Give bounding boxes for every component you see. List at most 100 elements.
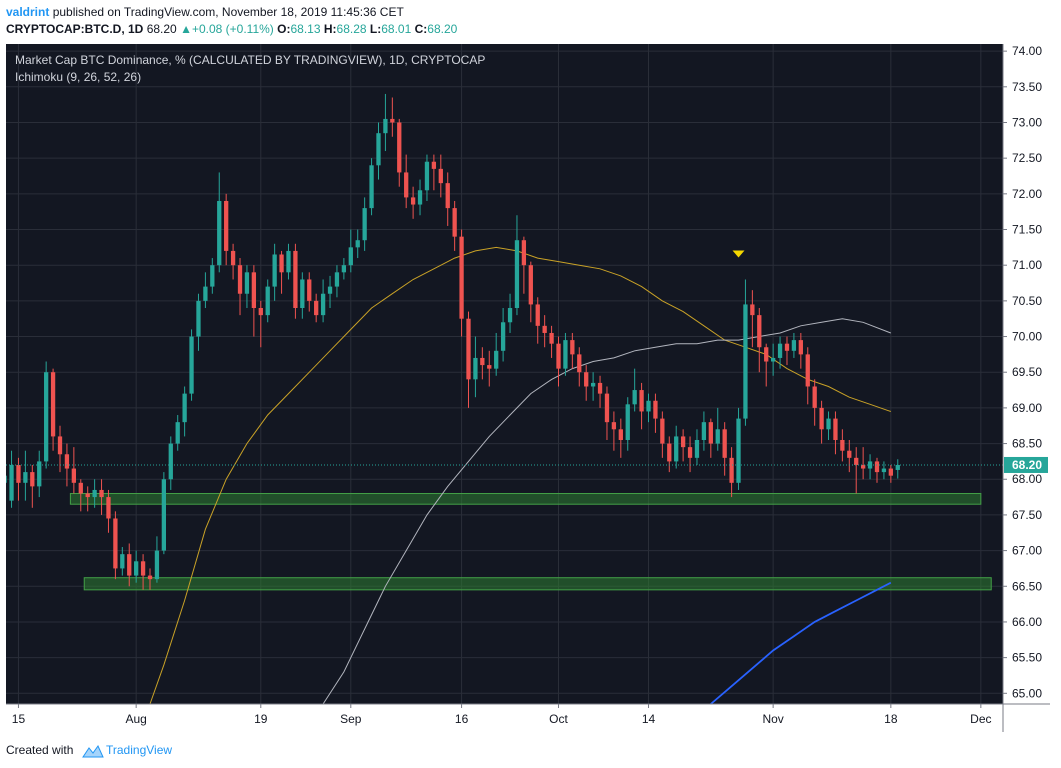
candle-body[interactable] [327, 286, 333, 294]
candle-body[interactable] [99, 489, 104, 498]
candle-body[interactable] [618, 429, 623, 440]
candle-body[interactable] [390, 118, 395, 123]
candle-body[interactable] [355, 240, 360, 248]
candle-body[interactable] [549, 332, 554, 344]
support-zone-2[interactable] [83, 577, 992, 591]
candle-body[interactable] [500, 322, 506, 351]
candle-body[interactable] [597, 382, 603, 394]
candle-body[interactable] [729, 457, 734, 483]
candle-body[interactable] [743, 304, 748, 419]
candle-body[interactable] [113, 518, 118, 569]
candle-body[interactable] [632, 390, 637, 405]
candle-body[interactable] [770, 357, 776, 362]
candle-body[interactable] [64, 454, 70, 469]
candle-body[interactable] [584, 372, 589, 387]
candle-body[interactable] [85, 493, 90, 498]
candle-body[interactable] [722, 429, 727, 458]
candle-body[interactable] [646, 400, 651, 412]
candle-body[interactable] [625, 404, 630, 440]
candle-body[interactable] [341, 265, 347, 273]
candle-body[interactable] [466, 318, 471, 380]
candle-body[interactable] [521, 240, 527, 266]
candle-body[interactable] [764, 347, 769, 362]
candle-body[interactable] [106, 497, 111, 519]
candle-body[interactable] [189, 336, 194, 394]
candle-body[interactable] [78, 482, 83, 494]
candle-body[interactable] [708, 422, 713, 444]
candle-body[interactable] [127, 554, 132, 576]
candle-body[interactable] [459, 236, 464, 319]
candle-body[interactable] [819, 407, 824, 430]
candle-body[interactable] [279, 254, 284, 273]
price-chart[interactable]: 65.00 65.50 66.00 66.50 67.00 67.50 68.00 68.50… [6, 44, 1050, 732]
candle-body[interactable] [265, 286, 270, 316]
candle-body[interactable] [147, 575, 153, 580]
candle-body[interactable] [833, 418, 838, 440]
candle-body[interactable] [175, 422, 180, 444]
candle-body[interactable] [487, 365, 492, 369]
candle-body[interactable] [320, 293, 326, 316]
candle-body[interactable] [590, 382, 596, 387]
candle-body[interactable] [680, 436, 686, 448]
candle-body[interactable] [701, 422, 707, 440]
candle-body[interactable] [840, 440, 845, 451]
candle-body[interactable] [210, 265, 215, 287]
candle-body[interactable] [473, 357, 478, 380]
candle-body[interactable] [528, 265, 533, 305]
candle-body[interactable] [812, 386, 817, 408]
candle-body[interactable] [30, 472, 35, 487]
candle-body[interactable] [161, 479, 167, 551]
candle-body[interactable] [888, 468, 893, 476]
candle-body[interactable] [653, 400, 658, 419]
candle-body[interactable] [784, 343, 790, 351]
candle-body[interactable] [237, 265, 243, 294]
candle-body[interactable] [715, 429, 720, 444]
candle-body[interactable] [895, 464, 900, 470]
candle-body[interactable] [410, 197, 416, 205]
candle-body[interactable] [9, 464, 14, 501]
candle-body[interactable] [57, 436, 63, 455]
author-name[interactable]: valdrint [6, 5, 50, 19]
candle-body[interactable] [286, 250, 291, 273]
candle-body[interactable] [757, 315, 762, 348]
candle-body[interactable] [44, 372, 49, 462]
candle-body[interactable] [577, 354, 582, 373]
candle-body[interactable] [217, 200, 222, 266]
candle-body[interactable] [120, 554, 125, 569]
candle-body[interactable] [16, 464, 21, 483]
time-axis[interactable] [6, 704, 1003, 732]
candle-body[interactable] [196, 300, 201, 337]
candle-body[interactable] [23, 472, 28, 483]
candle-body[interactable] [203, 286, 208, 301]
candle-body[interactable] [535, 304, 540, 326]
candle-body[interactable] [404, 172, 409, 198]
candle-body[interactable] [556, 343, 561, 369]
candle-body[interactable] [431, 161, 437, 169]
price-axis[interactable] [1003, 44, 1050, 732]
candle-body[interactable] [154, 550, 160, 580]
candle-body[interactable] [258, 308, 263, 316]
candle-body[interactable] [604, 393, 610, 423]
candle-body[interactable] [881, 468, 887, 473]
candle-body[interactable] [480, 357, 485, 366]
candle-body[interactable] [168, 443, 173, 480]
candle-body[interactable] [92, 489, 97, 498]
candle-body[interactable] [307, 279, 312, 301]
candle-body[interactable] [874, 461, 880, 473]
support-zone-1[interactable] [69, 493, 982, 505]
candle-body[interactable] [805, 354, 810, 387]
candle-body[interactable] [383, 118, 388, 134]
candle-body[interactable] [300, 279, 305, 308]
candle-body[interactable] [860, 464, 866, 469]
candle-body[interactable] [798, 340, 803, 355]
candle-body[interactable] [826, 418, 831, 430]
candle-body[interactable] [563, 340, 568, 369]
candle-body[interactable] [438, 168, 443, 184]
candle-body[interactable] [376, 133, 381, 166]
candle-body[interactable] [293, 250, 298, 308]
candle-body[interactable] [791, 340, 797, 351]
candle-body[interactable] [417, 190, 423, 205]
candle-body[interactable] [182, 393, 187, 423]
candle-body[interactable] [777, 343, 783, 358]
candle-body[interactable] [71, 468, 76, 483]
